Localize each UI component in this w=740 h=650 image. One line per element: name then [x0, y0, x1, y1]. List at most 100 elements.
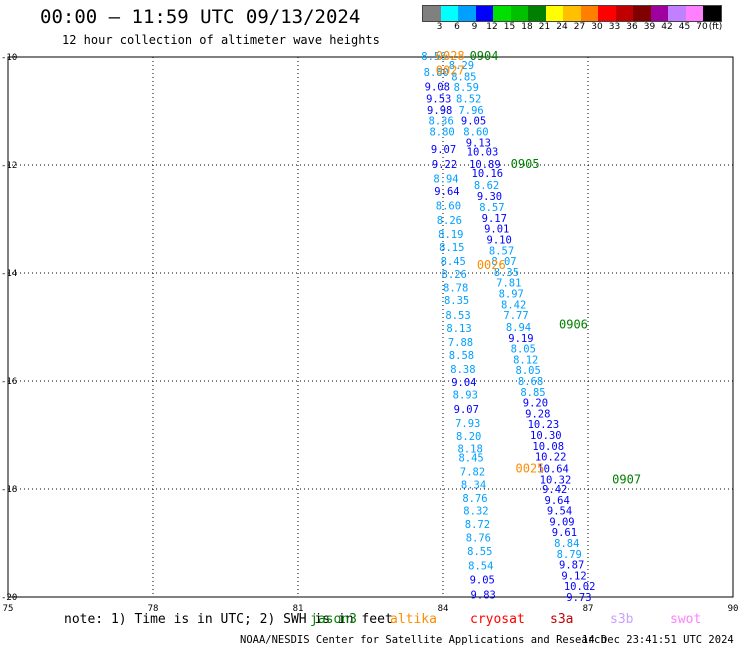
legend-label: 12: [486, 22, 498, 32]
legend-swatch: [598, 6, 616, 21]
wave-height-label: 8.18: [458, 444, 483, 456]
y-tick-label: -14: [1, 269, 17, 279]
wave-height-label: 9.12: [561, 570, 586, 582]
wave-height-label: 8.57: [489, 245, 514, 257]
legend-label: 30: [591, 22, 603, 32]
x-tick-label: 81: [293, 604, 304, 612]
wave-height-label: 8.54: [468, 561, 493, 573]
wave-height-label: 8.19: [438, 229, 463, 241]
satellite-label-s3b: s3b: [610, 612, 634, 627]
wave-height-label: 9.22: [432, 159, 457, 171]
wave-height-label: 10.03: [467, 147, 499, 159]
pass-time-label: 0027: [436, 64, 465, 78]
wave-height-label: 9.04: [451, 377, 476, 389]
wave-height-label: 9.08: [425, 82, 450, 94]
y-tick-label: -16: [1, 377, 17, 387]
wave-height-label: 8.97: [499, 289, 524, 301]
wave-height-label: 8.32: [463, 506, 488, 518]
x-tick-label: 75: [3, 604, 14, 612]
wave-height-label: 8.26: [442, 269, 467, 281]
wave-height-label: 9.42: [542, 484, 567, 496]
legend-swatch: [615, 6, 633, 21]
wave-height-label: 7.88: [448, 337, 473, 349]
legend-label: 45: [678, 22, 691, 32]
legend-label: 42: [661, 22, 673, 32]
wave-height-label: 9.07: [454, 404, 479, 416]
wave-height-label: 8.94: [506, 322, 531, 334]
pass-time-label: 0904: [470, 49, 499, 63]
color-legend-bar: [422, 5, 722, 22]
wave-height-label: 10.22: [535, 452, 567, 464]
wave-height-label: 8.85: [520, 387, 545, 399]
legend-swatch: [685, 6, 703, 21]
legend-swatch: [528, 6, 546, 21]
x-tick-label: 90: [728, 604, 739, 612]
wave-height-label: 9.07: [431, 144, 456, 156]
color-legend-labels: 3 6 9 12 15 18 21 24 27 30 33 36 39 42 45 70 (ft): [422, 22, 740, 34]
legend-label: 18: [521, 22, 533, 32]
legend-swatch: [458, 6, 476, 21]
legend-label: 3: [436, 22, 443, 32]
wave-height-label: 9.17: [482, 213, 507, 225]
wave-height-label: 8.52: [456, 94, 481, 106]
legend-label: 21: [538, 22, 551, 32]
y-tick-label: -10: [1, 53, 17, 63]
wave-height-label: 8.05: [511, 344, 536, 356]
y-tick-label: -18: [1, 485, 17, 495]
wave-height-label: 10.16: [472, 168, 504, 180]
legend-swatch: [510, 6, 528, 21]
legend-unit: (ft): [708, 22, 723, 32]
legend-label: 39: [643, 22, 656, 32]
wave-height-label: 8.34: [461, 480, 486, 492]
wave-height-label: 8.35: [494, 267, 519, 279]
legend-swatch: [493, 6, 511, 21]
wave-height-label: 7.96: [458, 105, 483, 117]
wave-height-label: 9.53: [426, 94, 451, 106]
legend-swatch: [423, 6, 441, 21]
wave-height-label: 10.64: [537, 463, 569, 475]
wave-height-label: 8.38: [450, 364, 475, 376]
wave-height-label: 9.64: [545, 495, 570, 507]
legend-swatch: [703, 6, 721, 21]
pass-time-label: 0026: [477, 258, 506, 272]
wave-height-label: 7.93: [455, 418, 480, 430]
wave-height-label: 8.26: [437, 215, 462, 227]
wave-height-label: 9.13: [466, 137, 491, 149]
wave-height-label: 8.60: [436, 201, 461, 213]
wave-height-label: 9.19: [508, 333, 533, 345]
wave-height-label: 8.62: [474, 180, 499, 192]
wave-height-label: 9.10: [487, 235, 512, 247]
legend-swatch: [580, 6, 598, 21]
wave-height-label: 8.84: [554, 538, 579, 550]
plot-frame: [7, 56, 734, 598]
x-tick-label: 87: [583, 604, 594, 612]
y-tick-label: -12: [1, 161, 17, 171]
wave-height-label: 9.64: [434, 186, 459, 198]
legend-label: 27: [573, 22, 586, 32]
satellite-label-swot: swot: [670, 612, 702, 627]
pass-time-label: 0906: [559, 317, 588, 331]
wave-height-label: 10.30: [530, 430, 562, 442]
wave-height-label: 8.13: [446, 323, 471, 335]
legend-swatch: [563, 6, 581, 21]
satellite-label-s3a: s3a: [550, 612, 574, 627]
wave-height-map: 75 78 81 84 87 90-10-12-14-16-18-208.568.298.…: [1, 49, 739, 612]
wave-height-label: 8.59: [454, 82, 479, 94]
wave-height-label: 8.15: [439, 242, 464, 254]
wave-height-label: 9.20: [523, 398, 548, 410]
wave-height-label: 8.12: [513, 354, 538, 366]
legend-label: 36: [626, 22, 638, 32]
wave-height-label: 8.29: [449, 60, 474, 72]
wave-height-label: 8.35: [444, 295, 469, 307]
legend-label: 33: [608, 22, 621, 32]
x-tick-label: 78: [148, 604, 159, 612]
wave-height-label: 8.07: [491, 256, 516, 268]
wave-height-label: 8.05: [516, 365, 541, 377]
wave-height-label: 8.53: [445, 310, 470, 322]
wave-height-label: 8.93: [453, 390, 478, 402]
wave-height-label: 8.79: [557, 549, 582, 561]
legend-swatch: [545, 6, 563, 21]
wave-height-label: 8.80: [424, 67, 449, 79]
satellite-label-jason3: jason3: [310, 612, 357, 627]
note-bar: note: 1) Time is in UTC; 2) SWH is in fe…: [0, 612, 740, 630]
